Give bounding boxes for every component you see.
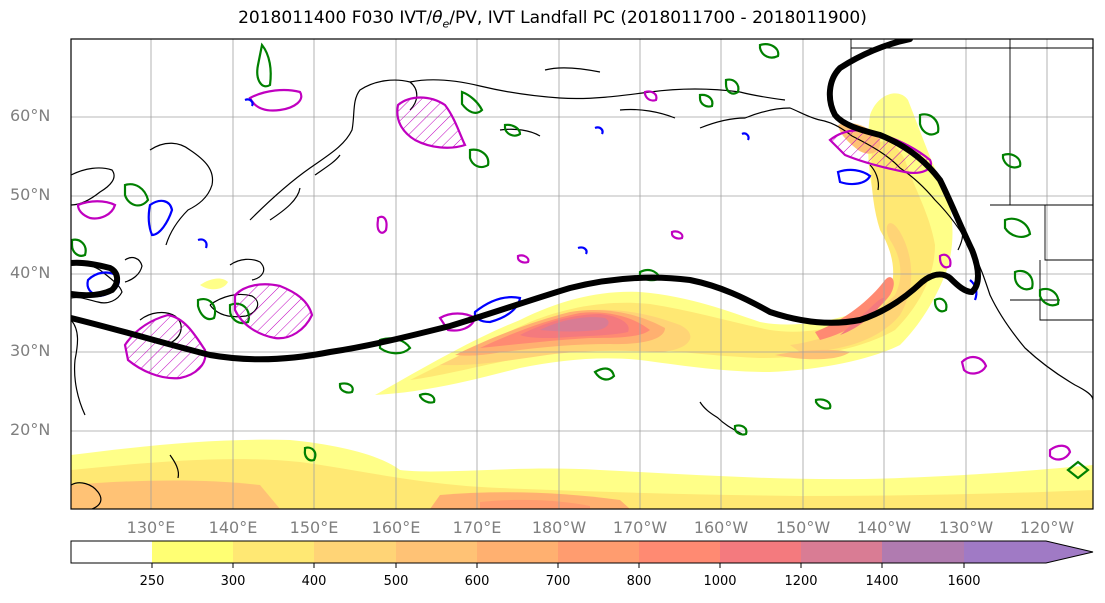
map-title: 2018011400 F030 IVT/θe/PV, IVT Landfall … [238,8,867,31]
colorbar-bin-1 [152,541,233,563]
colorbar-bin-7 [639,541,720,563]
colorbar-bin-3 [314,541,396,563]
colorbar-tick-400: 400 [301,574,327,589]
colorbar-tick-1000: 1000 [703,574,737,589]
lon-label-130w: 130°W [938,518,994,537]
colorbar-tick-250: 250 [139,574,165,589]
colorbar-bin-4 [396,541,477,563]
colorbar-bin-8 [720,541,801,563]
lon-label-150e: 150°E [289,518,339,537]
lat-label-50n: 50°N [10,185,51,204]
ivt-south-band [71,439,1093,509]
lon-label-160w: 160°W [693,518,749,537]
lon-label-170e: 170°E [452,518,502,537]
ivt-landfall-pc-line-west [71,259,120,299]
colorbar-tick-800: 800 [626,574,652,589]
lat-label-60n: 60°N [10,106,51,125]
colorbar-tick-1600: 1600 [947,574,981,589]
colorbar-tick-1200: 1200 [784,574,818,589]
colorbar-bin-6 [558,541,639,563]
colorbar-extend-arrow [964,541,1093,563]
lon-label-140w: 140°W [856,518,912,537]
colorbar-tick-500: 500 [383,574,409,589]
colorbar-bin-5 [477,541,558,563]
lon-label-170w: 170°W [612,518,668,537]
colorbar-tick-600: 600 [464,574,490,589]
lon-label-150w: 150°W [775,518,831,537]
colorbar-tick-1400: 1400 [865,574,899,589]
colorbar-bin-2 [233,541,314,563]
ivt-landfall-pc-line [71,39,981,363]
lon-label-130e: 130°E [126,518,176,537]
colorbar-bin-10 [882,541,964,563]
lat-label-20n: 20°N [10,420,51,439]
colorbar-bin-0 [71,541,152,563]
lon-label-120w: 120°W [1019,518,1075,537]
colorbar-tick-300: 300 [220,574,246,589]
colorbar-bin-9 [801,541,882,563]
colorbar-outline [70,540,1094,564]
map-frame [70,38,1094,510]
ivt-atmospheric-river [200,93,953,396]
graticule [71,39,1093,509]
colorbar-tick-700: 700 [545,574,571,589]
magenta-contours [76,88,1072,461]
lon-label-180w: 180°W [531,518,587,537]
lon-label-140e: 140°E [208,518,258,537]
colorbar [70,540,1094,568]
lat-label-40n: 40°N [10,263,51,282]
lon-label-160e: 160°E [371,518,421,537]
lat-label-30n: 30°N [10,341,51,360]
